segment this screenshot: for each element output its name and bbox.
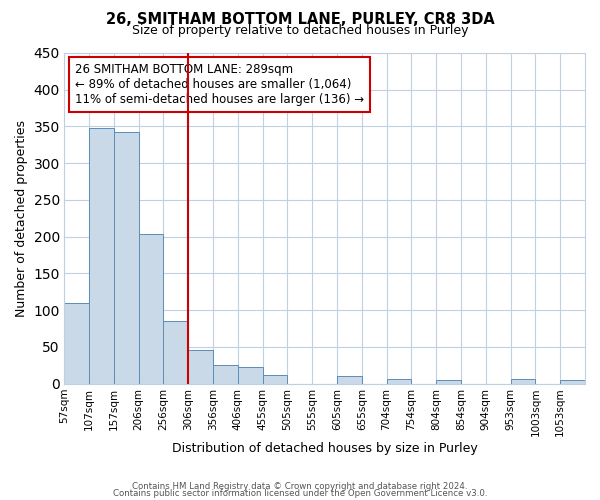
Bar [263,375,287,384]
Text: 26 SMITHAM BOTTOM LANE: 289sqm
← 89% of detached houses are smaller (1,064)
11% : 26 SMITHAM BOTTOM LANE: 289sqm ← 89% of … [74,63,364,106]
X-axis label: Distribution of detached houses by size in Purley: Distribution of detached houses by size … [172,442,478,455]
Bar [511,379,535,384]
Y-axis label: Number of detached properties: Number of detached properties [15,120,28,317]
Bar [213,366,238,384]
Bar [64,303,89,384]
Text: Contains public sector information licensed under the Open Government Licence v3: Contains public sector information licen… [113,490,487,498]
Bar [337,376,362,384]
Bar [114,132,139,384]
Bar [560,380,585,384]
Bar [89,128,114,384]
Text: 26, SMITHAM BOTTOM LANE, PURLEY, CR8 3DA: 26, SMITHAM BOTTOM LANE, PURLEY, CR8 3DA [106,12,494,28]
Bar [188,350,213,384]
Bar [139,234,163,384]
Bar [436,380,461,384]
Bar [163,321,188,384]
Text: Contains HM Land Registry data © Crown copyright and database right 2024.: Contains HM Land Registry data © Crown c… [132,482,468,491]
Bar [238,368,263,384]
Text: Size of property relative to detached houses in Purley: Size of property relative to detached ho… [132,24,468,37]
Bar [386,379,412,384]
